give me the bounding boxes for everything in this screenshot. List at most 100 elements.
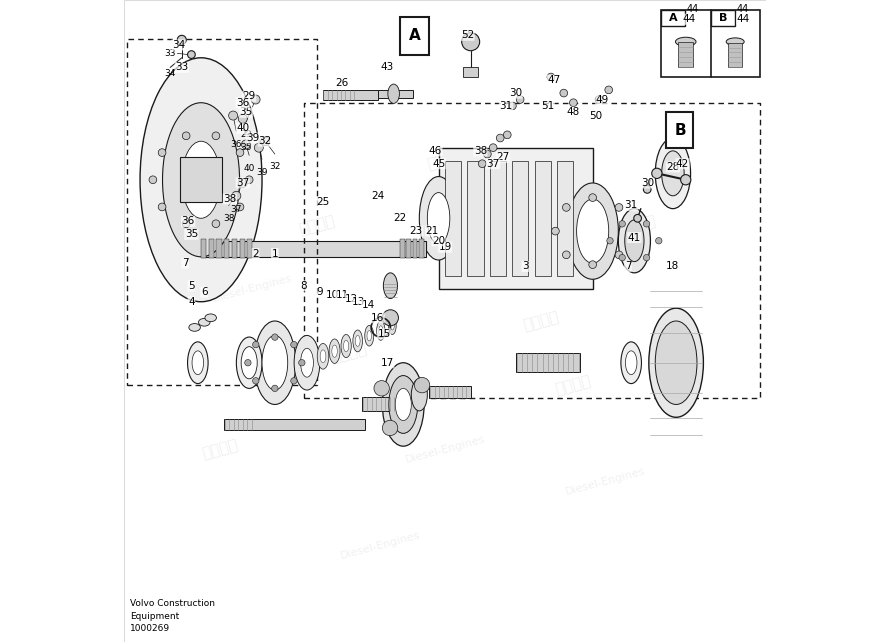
Circle shape bbox=[651, 168, 662, 178]
Text: 24: 24 bbox=[371, 191, 384, 201]
Circle shape bbox=[504, 131, 511, 139]
Text: 3: 3 bbox=[522, 261, 529, 272]
Circle shape bbox=[188, 51, 195, 58]
Text: 2: 2 bbox=[252, 248, 259, 259]
Ellipse shape bbox=[625, 220, 644, 262]
Bar bbox=[323, 90, 377, 100]
Text: Diesel-Engines: Diesel-Engines bbox=[564, 466, 646, 497]
Text: 5: 5 bbox=[188, 281, 195, 291]
Circle shape bbox=[241, 140, 250, 149]
Text: 33: 33 bbox=[165, 49, 176, 58]
Circle shape bbox=[236, 149, 244, 157]
Ellipse shape bbox=[320, 350, 326, 363]
Text: 26: 26 bbox=[336, 78, 349, 89]
Text: 28: 28 bbox=[667, 162, 680, 172]
Circle shape bbox=[615, 251, 623, 259]
Text: 8: 8 bbox=[301, 281, 307, 291]
Text: 7: 7 bbox=[182, 258, 189, 268]
Ellipse shape bbox=[661, 151, 684, 196]
Bar bbox=[429, 386, 471, 398]
Bar bbox=[419, 239, 424, 258]
Circle shape bbox=[271, 385, 278, 392]
Ellipse shape bbox=[383, 310, 399, 326]
Text: B: B bbox=[674, 123, 686, 138]
Text: 52: 52 bbox=[461, 30, 474, 40]
Text: 30: 30 bbox=[641, 178, 654, 188]
Text: 7: 7 bbox=[625, 261, 631, 272]
Text: 紧发动力: 紧发动力 bbox=[425, 148, 465, 173]
Bar bbox=[181, 157, 222, 202]
Text: A: A bbox=[409, 28, 420, 44]
Bar bbox=[667, 112, 693, 148]
Ellipse shape bbox=[391, 321, 394, 330]
Circle shape bbox=[253, 342, 259, 348]
Circle shape bbox=[212, 132, 220, 140]
Circle shape bbox=[490, 144, 497, 152]
Circle shape bbox=[158, 149, 166, 157]
Circle shape bbox=[479, 160, 486, 168]
Ellipse shape bbox=[383, 363, 425, 446]
Ellipse shape bbox=[182, 141, 221, 218]
Text: 47: 47 bbox=[547, 75, 561, 85]
Circle shape bbox=[560, 89, 568, 97]
Text: B: B bbox=[719, 13, 727, 23]
Text: Diesel-Engines: Diesel-Engines bbox=[340, 530, 422, 561]
Text: 紧发动力: 紧发动力 bbox=[554, 373, 593, 397]
Text: 42: 42 bbox=[676, 159, 689, 169]
Text: 40: 40 bbox=[244, 164, 255, 173]
Text: 22: 22 bbox=[393, 213, 407, 223]
Text: 31: 31 bbox=[625, 200, 638, 211]
Text: 44: 44 bbox=[736, 4, 748, 14]
Ellipse shape bbox=[655, 138, 691, 209]
Text: 15: 15 bbox=[377, 329, 391, 339]
Circle shape bbox=[462, 33, 480, 51]
Circle shape bbox=[374, 381, 389, 396]
Text: 19: 19 bbox=[439, 242, 451, 252]
Circle shape bbox=[212, 220, 220, 227]
Bar bbox=[513, 160, 529, 276]
Bar bbox=[728, 43, 742, 67]
Text: 49: 49 bbox=[595, 94, 609, 105]
Circle shape bbox=[570, 99, 578, 107]
Circle shape bbox=[415, 377, 430, 393]
Circle shape bbox=[607, 238, 613, 244]
Circle shape bbox=[508, 102, 516, 110]
Bar bbox=[239, 239, 245, 258]
Text: 18: 18 bbox=[667, 261, 680, 272]
Text: 40: 40 bbox=[236, 123, 249, 134]
Text: 紧发动力: 紧发动力 bbox=[201, 437, 240, 462]
Text: 44: 44 bbox=[737, 14, 750, 24]
Text: 34: 34 bbox=[165, 69, 176, 78]
Circle shape bbox=[253, 377, 259, 384]
Text: 45: 45 bbox=[432, 159, 445, 169]
Ellipse shape bbox=[332, 345, 337, 357]
Ellipse shape bbox=[395, 388, 411, 421]
Bar bbox=[711, 10, 735, 26]
Ellipse shape bbox=[198, 318, 210, 326]
Text: 44: 44 bbox=[683, 14, 696, 24]
Text: 32: 32 bbox=[259, 136, 271, 146]
Text: 51: 51 bbox=[541, 101, 554, 111]
Bar bbox=[557, 160, 573, 276]
Text: 35: 35 bbox=[240, 143, 252, 152]
Ellipse shape bbox=[367, 331, 371, 341]
Text: 36: 36 bbox=[236, 98, 249, 108]
Text: 37: 37 bbox=[231, 205, 242, 214]
Text: 11: 11 bbox=[336, 290, 349, 300]
Ellipse shape bbox=[655, 321, 697, 404]
Circle shape bbox=[271, 334, 278, 340]
Ellipse shape bbox=[676, 37, 696, 46]
Text: A: A bbox=[668, 13, 677, 23]
Text: 38: 38 bbox=[473, 146, 487, 156]
Circle shape bbox=[643, 221, 650, 227]
Text: 39: 39 bbox=[256, 168, 268, 177]
Text: 35: 35 bbox=[185, 229, 198, 239]
Bar bbox=[515, 353, 579, 372]
Text: 31: 31 bbox=[499, 101, 513, 111]
Bar bbox=[439, 148, 593, 289]
Text: 38: 38 bbox=[222, 214, 234, 223]
Circle shape bbox=[595, 96, 603, 103]
Circle shape bbox=[261, 137, 270, 146]
Bar bbox=[678, 42, 693, 67]
Circle shape bbox=[383, 421, 398, 436]
